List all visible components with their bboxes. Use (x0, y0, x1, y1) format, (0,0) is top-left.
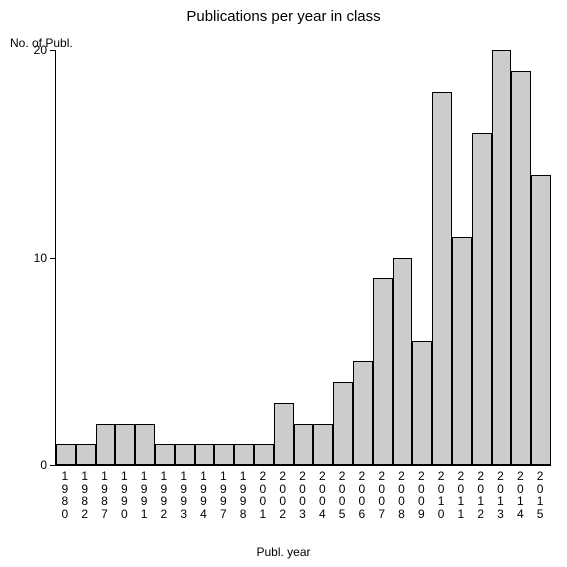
bar (353, 361, 373, 465)
bar (313, 424, 333, 466)
x-tick-label: 1 9 9 1 (139, 470, 149, 520)
y-tick-label: 0 (17, 458, 47, 472)
bar (234, 444, 254, 465)
bar (412, 341, 432, 466)
x-tick-label: 2 0 1 3 (496, 470, 506, 520)
x-tick-label: 2 0 1 0 (436, 470, 446, 520)
bar (333, 382, 353, 465)
bar (432, 92, 452, 466)
bar (452, 237, 472, 465)
bar (393, 258, 413, 466)
bar (511, 71, 531, 465)
bar (115, 424, 135, 466)
x-axis-label: Publ. year (0, 545, 567, 559)
bar (214, 444, 234, 465)
bar (155, 444, 175, 465)
x-tick-label: 1 9 9 8 (238, 470, 248, 520)
x-tick-label: 1 9 9 4 (199, 470, 209, 520)
bar (76, 444, 96, 465)
x-tick-label: 2 0 0 8 (397, 470, 407, 520)
bar (492, 50, 512, 465)
bar (472, 133, 492, 465)
x-tick-label: 2 0 0 9 (416, 470, 426, 520)
x-tick-label: 1 9 9 0 (119, 470, 129, 520)
bar (56, 444, 76, 465)
bar (531, 175, 551, 466)
x-tick-label: 1 9 8 7 (100, 470, 110, 520)
chart-title: Publications per year in class (0, 8, 567, 25)
x-tick-label: 2 0 1 2 (476, 470, 486, 520)
x-tick-label: 2 0 1 1 (456, 470, 466, 520)
x-tick-label: 2 0 1 5 (535, 470, 545, 520)
x-tick-label: 1 9 9 2 (159, 470, 169, 520)
x-tick-label: 1 9 8 2 (80, 470, 90, 520)
bar (294, 424, 314, 466)
x-tick-label: 2 0 0 5 (337, 470, 347, 520)
x-tick-label: 2 0 0 4 (317, 470, 327, 520)
y-tick-label: 10 (17, 251, 47, 265)
x-tick-label: 2 0 0 7 (377, 470, 387, 520)
plot-area (55, 50, 551, 466)
x-tick-label: 1 9 9 3 (179, 470, 189, 520)
x-tick-label: 1 9 8 0 (60, 470, 70, 520)
bar (254, 444, 274, 465)
bar (135, 424, 155, 466)
x-tick-label: 2 0 1 4 (515, 470, 525, 520)
x-tick-label: 2 0 0 2 (278, 470, 288, 520)
x-tick-label: 1 9 9 7 (218, 470, 228, 520)
x-tick-label: 2 0 0 1 (258, 470, 268, 520)
chart-container: Publications per year in class No. of Pu… (0, 0, 567, 567)
bar (274, 403, 294, 465)
x-tick-label: 2 0 0 6 (357, 470, 367, 520)
bar (195, 444, 215, 465)
y-tick-label: 20 (17, 43, 47, 57)
x-tick-label: 2 0 0 3 (298, 470, 308, 520)
bar (175, 444, 195, 465)
bar (373, 278, 393, 465)
bar (96, 424, 116, 466)
